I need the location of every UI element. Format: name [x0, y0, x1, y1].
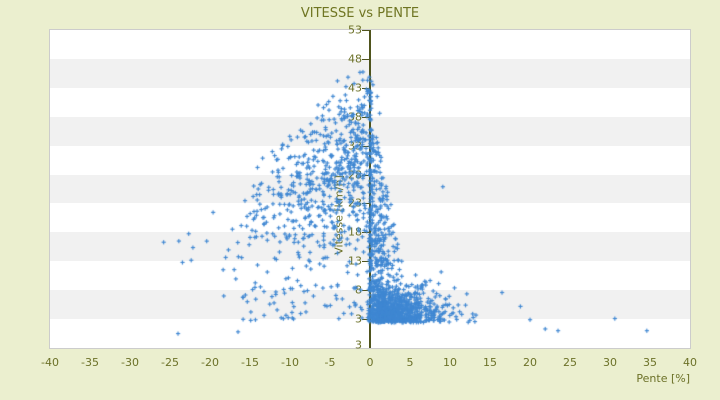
x-tick-label: 15 [483, 356, 497, 369]
chart-title: VITESSE vs PENTE [300, 6, 420, 21]
x-tick-label: -40 [41, 356, 59, 369]
x-tick-label: -15 [241, 356, 259, 369]
x-axis-label: Pente [%] [636, 372, 690, 385]
x-tick-label: 20 [523, 356, 537, 369]
x-tick-label: 40 [683, 356, 697, 369]
x-tick-label: -35 [81, 356, 99, 369]
scatter-points-canvas [50, 30, 690, 348]
plot-area: 53484338332823181383 3 Vitesse [km/h] [49, 24, 691, 352]
x-tick-label: -20 [201, 356, 219, 369]
x-tick-label: -30 [121, 356, 139, 369]
x-tick-label: 25 [563, 356, 577, 369]
x-tick-label: 0 [366, 356, 374, 369]
x-tick-label: -25 [161, 356, 179, 369]
x-tick-label: 10 [443, 356, 457, 369]
x-tick-label: -10 [281, 356, 299, 369]
x-tick-label: 5 [406, 356, 414, 369]
x-tick-label: 35 [643, 356, 657, 369]
x-tick-label: -5 [324, 356, 336, 369]
x-tick-label: 30 [603, 356, 617, 369]
